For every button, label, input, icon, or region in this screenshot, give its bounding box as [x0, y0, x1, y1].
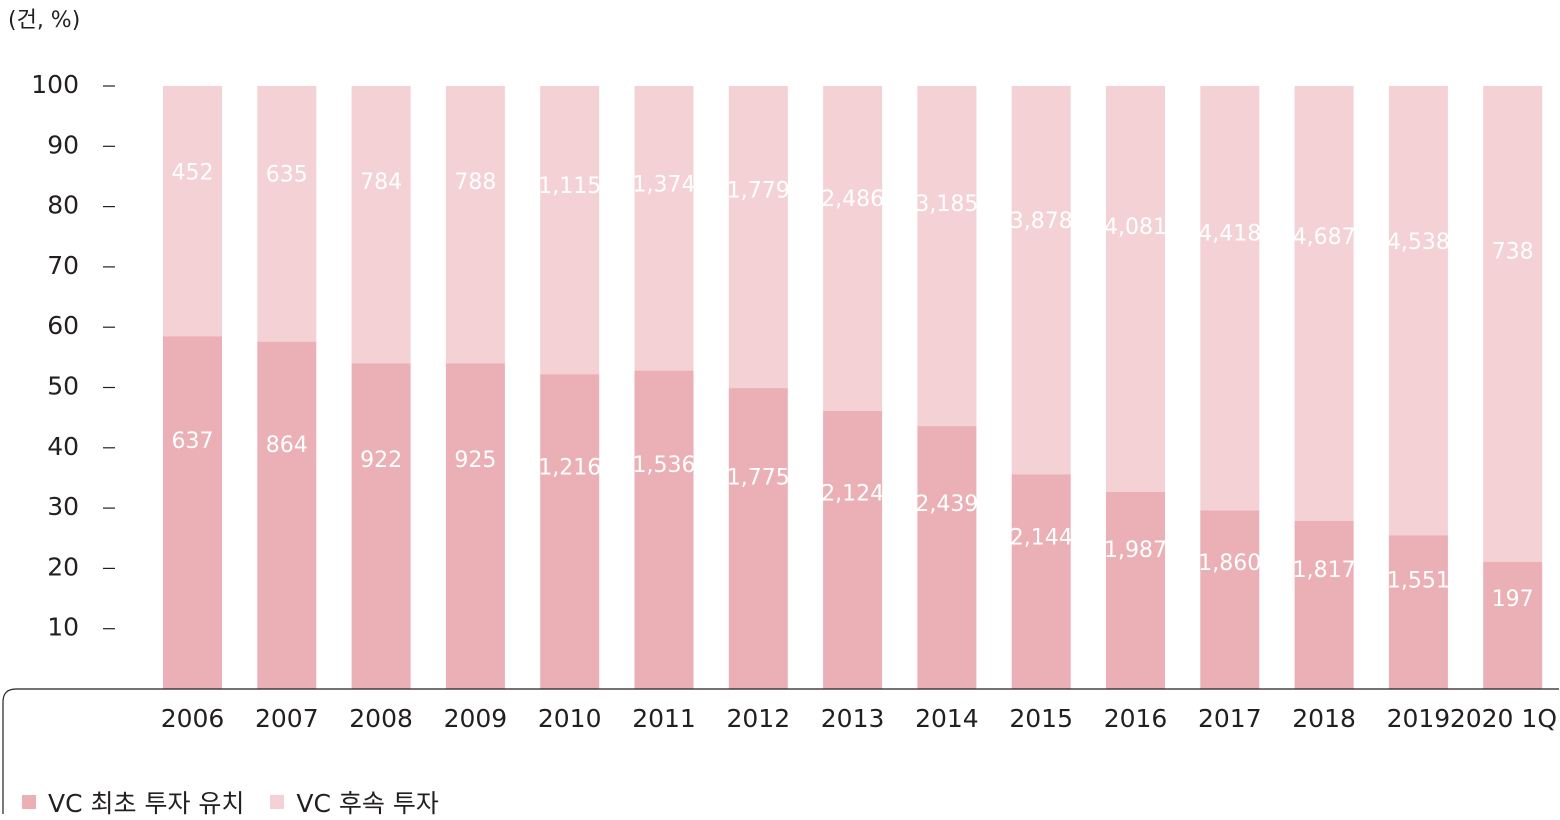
- x-axis: 2006 2007 2008 2009 2010 2011 2012 2013 2014 2015…: [161, 704, 1557, 733]
- data-label-first-investment: 864: [266, 433, 308, 458]
- data-label-follow-on-investment: 738: [1492, 240, 1534, 265]
- data-label-follow-on-investment: 1,115: [538, 174, 601, 199]
- data-label-follow-on-investment: 788: [454, 170, 496, 195]
- unit-label: (건, %): [8, 8, 81, 33]
- y-tick-label: 50: [47, 372, 79, 401]
- x-tick-label: 2006: [161, 704, 225, 733]
- data-label-first-investment: 1,551: [1387, 568, 1450, 593]
- x-tick-label: 2011: [632, 704, 696, 733]
- bar-follow-on-investment: [1294, 86, 1354, 521]
- x-tick-label: 2012: [726, 704, 790, 733]
- y-tick-label: 60: [47, 311, 79, 340]
- bar-first-investment: [1200, 510, 1260, 689]
- y-tick-label: 10: [47, 613, 79, 642]
- y-tick-label: 20: [47, 552, 79, 581]
- data-label-follow-on-investment: 4,687: [1293, 225, 1356, 250]
- y-tick-label: 90: [47, 130, 79, 159]
- legend-item-first-investment: VC 최초 투자 유치: [22, 784, 244, 820]
- bar-first-investment: [540, 374, 600, 689]
- bar-follow-on-investment: [163, 86, 222, 337]
- data-label-follow-on-investment: 3,185: [915, 192, 978, 217]
- data-label-follow-on-investment: 2,486: [821, 187, 884, 212]
- bar-follow-on-investment: [540, 86, 600, 375]
- x-tick-label: 2019: [1387, 704, 1451, 733]
- x-tick-label: 2018: [1292, 704, 1356, 733]
- data-label-first-investment: 925: [454, 448, 496, 473]
- data-label-first-investment: 1,216: [538, 456, 601, 481]
- bar-follow-on-investment: [1483, 86, 1543, 562]
- legend-item-follow-on-investment: VC 후속 투자: [270, 784, 439, 820]
- legend-label-first: VC 최초 투자 유치: [48, 789, 245, 818]
- data-label-first-investment: 1,860: [1198, 551, 1261, 576]
- data-label-follow-on-investment: 3,878: [1010, 209, 1073, 234]
- bar-follow-on-investment: [917, 86, 977, 427]
- bar-follow-on-investment: [728, 86, 788, 389]
- bar-first-investment: [1106, 491, 1165, 689]
- data-label-follow-on-investment: 635: [266, 162, 308, 187]
- data-label-first-investment: 2,144: [1010, 526, 1073, 551]
- bar-follow-on-investment: [1011, 86, 1071, 475]
- bar-follow-on-investment: [351, 86, 411, 364]
- y-tick-label: 70: [47, 251, 79, 280]
- bar-first-investment: [1294, 520, 1354, 689]
- bar-first-investment: [1483, 561, 1543, 689]
- x-tick-label: 2008: [349, 704, 413, 733]
- bar-first-investment: [917, 426, 977, 689]
- data-label-follow-on-investment: 452: [172, 161, 214, 186]
- bar-follow-on-investment: [823, 86, 883, 412]
- data-label-first-investment: 1,817: [1293, 558, 1356, 583]
- data-label-first-investment: 2,124: [821, 481, 884, 506]
- bar-first-investment: [163, 336, 222, 689]
- legend-swatch-follow-on: [270, 795, 285, 809]
- bar-follow-on-investment: [257, 86, 317, 342]
- data-label-first-investment: 922: [360, 448, 402, 473]
- bar-first-investment: [634, 370, 694, 689]
- x-tick-label: 2013: [821, 704, 885, 733]
- bar-follow-on-investment: [1106, 86, 1165, 492]
- x-tick-label: 2017: [1198, 704, 1262, 733]
- y-axis: 10 20 30 40 50 60 70 80 90 100: [31, 70, 115, 642]
- y-tick-label: 80: [47, 191, 79, 220]
- y-tick-label: 100: [31, 70, 79, 99]
- data-label-follow-on-investment: 1,779: [727, 179, 790, 204]
- data-label-follow-on-investment: 4,081: [1104, 215, 1167, 240]
- axis-frame: [2, 688, 1559, 814]
- bar-first-investment: [823, 411, 883, 689]
- bar-first-investment: [445, 363, 505, 689]
- bars: 637 452 864 635 922 784 925 788 1,216 1,115 1,536 1…: [163, 86, 1543, 689]
- x-tick-label: 2015: [1009, 704, 1073, 733]
- data-label-first-investment: 1,775: [727, 465, 790, 490]
- data-label-first-investment: 1,536: [633, 453, 696, 478]
- data-label-follow-on-investment: 1,374: [633, 173, 696, 198]
- bar-follow-on-investment: [1388, 86, 1448, 536]
- y-tick-label: 40: [47, 432, 79, 461]
- bar-first-investment: [1388, 535, 1448, 689]
- legend: VC 최초 투자 유치 VC 후속 투자: [22, 784, 465, 820]
- data-label-first-investment: 1,987: [1104, 538, 1167, 563]
- bar-follow-on-investment: [634, 86, 694, 371]
- legend-label-follow-on: VC 후속 투자: [296, 789, 439, 818]
- y-tick-label: 30: [47, 492, 79, 521]
- x-tick-label: 2020 1Q: [1450, 704, 1557, 733]
- bar-follow-on-investment: [445, 86, 505, 364]
- data-label-first-investment: 197: [1492, 587, 1534, 612]
- data-label-first-investment: 637: [172, 429, 214, 454]
- x-tick-label: 2009: [444, 704, 508, 733]
- bar-first-investment: [728, 388, 788, 689]
- data-label-follow-on-investment: 4,418: [1198, 222, 1261, 247]
- x-tick-label: 2016: [1104, 704, 1168, 733]
- data-label-first-investment: 2,439: [915, 492, 978, 517]
- bar-first-investment: [351, 363, 411, 689]
- legend-swatch-first: [22, 795, 36, 809]
- bar-follow-on-investment: [1200, 86, 1260, 511]
- x-tick-label: 2007: [255, 704, 319, 733]
- bar-first-investment: [1011, 474, 1071, 689]
- x-tick-label: 2010: [538, 704, 602, 733]
- data-label-follow-on-investment: 784: [360, 170, 402, 195]
- bar-first-investment: [257, 341, 317, 689]
- x-tick-label: 2014: [915, 704, 979, 733]
- data-label-follow-on-investment: 4,538: [1387, 230, 1450, 255]
